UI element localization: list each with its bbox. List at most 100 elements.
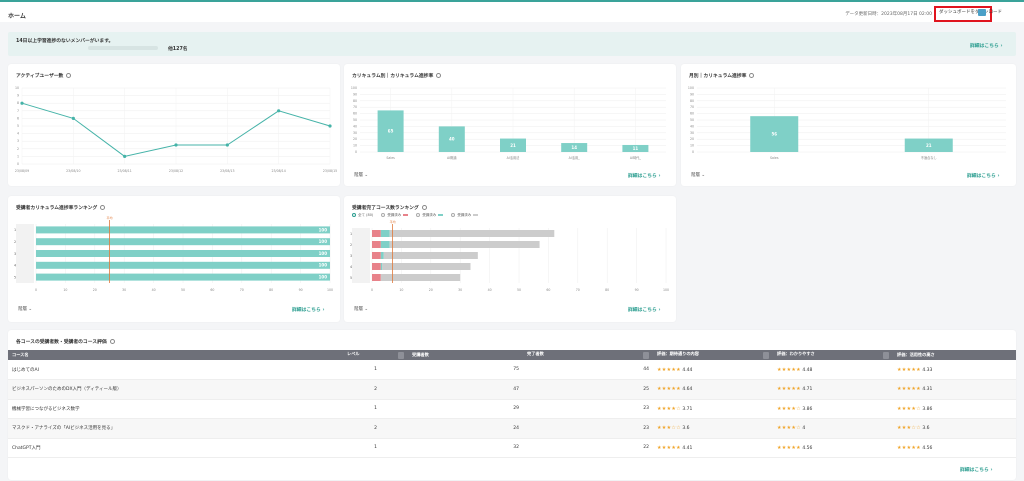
x-tick-label: 50 [517, 288, 521, 292]
bar-value-label: 100 [319, 251, 328, 256]
y-tick-label: 0 [692, 150, 694, 154]
x-tick-label: 60 [546, 288, 550, 292]
info-icon[interactable] [100, 205, 106, 210]
bar-segment [372, 274, 381, 281]
alert-detail-link[interactable]: 詳細はこちら › [970, 44, 1003, 49]
table-row[interactable]: はじめてのAI 1 75 44 ★★★★★ 4.44 ★★★★★ 4.48 ★★★★★ 4.… [8, 360, 1016, 380]
eval-clarity-cell: ★★★★☆ 4 [773, 418, 893, 439]
info-icon[interactable] [109, 339, 115, 344]
download-dashboard-button[interactable]: ダッシュボードをダウンロード [939, 10, 1002, 15]
table-row[interactable]: 機械学習につながるビジネス数学 1 29 23 ★★★★☆ 3.71 ★★★★☆ 3.86… [8, 399, 1016, 419]
bar-segment [389, 241, 540, 248]
curriculum-progress-chart: 0 10 20 30 40 50 60 70 80 90 100 65 Sales 40 AI概論 21 AI活… [351, 86, 666, 160]
page-title: ホーム [8, 13, 26, 20]
legend-item-2[interactable]: 受講済み [416, 213, 444, 218]
bar-value-label: 100 [319, 263, 328, 268]
table-row[interactable]: ビジネスパーソンのためのDX入門（ディティール版） 2 47 25 ★★★★★ 4.64… [8, 379, 1016, 400]
x-tick-label: 23/08/14 [272, 169, 286, 173]
bar [36, 226, 330, 234]
info-icon[interactable] [421, 205, 427, 210]
bar-segment [372, 241, 381, 248]
info-icon[interactable] [66, 73, 72, 78]
col-enrolled[interactable]: 受講者数 [408, 350, 523, 360]
monthly-detail-link[interactable]: 詳細はこちら › [967, 174, 1000, 179]
col-eval-usefulness[interactable]: 評価：活用性の高さ [893, 350, 1016, 360]
rank-label: 1 [14, 228, 16, 232]
curriculum-filter-dropdown[interactable]: 階層 ⌄ [354, 173, 369, 178]
course-name-cell: はじめてのAI [8, 360, 343, 380]
legend-item-1[interactable]: 受講済み [381, 213, 409, 218]
y-tick-label: 70 [690, 105, 694, 109]
star-rating-icon: ★★★★★ [777, 386, 801, 393]
course-ranking-detail-link[interactable]: 詳細はこちら › [628, 308, 661, 313]
bar-value-label: 56 [771, 132, 777, 137]
col-completed[interactable]: 完了者数 [523, 350, 653, 360]
eval-usefulness-cell: ★★★★★ 4.31 [893, 379, 1016, 400]
course-completion-ranking-card: 受講者完了コース数ランキング 全て (80) 受講済み 受講済み 受講済み 0 1… [344, 196, 676, 322]
enrolled-cell: 29 [408, 399, 523, 419]
x-tick-label: AI概論 [447, 155, 457, 160]
enrolled-cell: 47 [408, 379, 523, 400]
completed-cell: 23 [523, 418, 653, 439]
data-point [328, 124, 332, 128]
sort-icon[interactable] [763, 352, 769, 359]
sort-icon[interactable] [643, 352, 649, 359]
x-tick-label: 90 [635, 288, 639, 292]
col-eval-expected[interactable]: 評価：期待通りの内容 [653, 350, 773, 360]
ranking-filter-dropdown[interactable]: 階層 ⌄ [18, 307, 33, 312]
legend-item-3[interactable]: 受講済み [451, 213, 479, 218]
x-tick-label: 70 [576, 288, 580, 292]
course-eval-title: 各コースの受講者数・受講者のコース評価 [16, 340, 107, 345]
radio-selected-icon[interactable] [352, 213, 356, 217]
col-level[interactable]: レベル [343, 350, 408, 360]
y-tick-label: 30 [690, 131, 694, 135]
bar [750, 116, 799, 152]
completed-cell: 44 [523, 360, 653, 380]
star-rating-icon: ★★★★☆ [777, 425, 801, 432]
star-rating-icon: ★★★★★ [777, 444, 801, 451]
radio-icon[interactable] [381, 213, 386, 217]
rank-label: 2 [14, 240, 16, 244]
data-point [123, 154, 127, 158]
sort-icon[interactable] [398, 352, 404, 359]
y-tick-label: 20 [690, 137, 694, 141]
x-tick-label: 70 [240, 288, 244, 292]
completed-cell: 25 [523, 379, 653, 400]
bar [904, 138, 953, 152]
x-tick-label: 100 [327, 288, 333, 292]
radio-icon[interactable] [416, 213, 421, 217]
curriculum-detail-link[interactable]: 詳細はこちら › [628, 174, 661, 179]
member-names-redacted [88, 46, 158, 50]
alert-count: 他127名 [168, 47, 188, 52]
y-tick-label: 1 [17, 154, 19, 158]
info-icon[interactable] [436, 73, 442, 78]
download-icon[interactable] [978, 9, 986, 16]
bar [36, 238, 330, 246]
y-tick-label: 5 [17, 124, 19, 128]
x-tick-label: 23/08/09 [15, 169, 29, 173]
y-tick-label: 3 [17, 139, 19, 143]
rank-label: 3 [14, 252, 16, 256]
monthly-filter-dropdown[interactable]: 階層 ⌄ [691, 173, 706, 178]
data-point [277, 109, 281, 113]
x-tick-label: 23/08/10 [66, 169, 80, 173]
star-rating-icon: ★★★☆☆ [657, 425, 681, 432]
ranking-detail-link[interactable]: 詳細はこちら › [292, 308, 325, 313]
col-course-name[interactable]: コース名 [8, 350, 343, 360]
course-eval-detail-link[interactable]: 詳細はこちら › [960, 468, 993, 473]
table-row[interactable]: マスクド・アナライズの「AIビジネス活用を見る」 2 24 23 ★★★☆☆ 3.6 ★★… [8, 418, 1016, 439]
sort-icon[interactable] [883, 352, 889, 359]
table-row[interactable]: ChatGPT入門 1 32 22 ★★★★★ 4.41 ★★★★★ 4.56 ★★★★★ … [8, 438, 1016, 458]
col-eval-clarity[interactable]: 評価：わかりやすさ [773, 350, 893, 360]
x-tick-label: 100 [663, 288, 669, 292]
radio-icon[interactable] [451, 213, 456, 217]
x-tick-label: 30 [122, 288, 126, 292]
download-highlight [934, 6, 992, 22]
bar-segment [372, 263, 381, 270]
course-ranking-filter-dropdown[interactable]: 階層 ⌄ [354, 307, 369, 312]
info-icon[interactable] [749, 73, 755, 78]
y-tick-label: 50 [353, 118, 357, 122]
active-users-chart: 0 1 2 3 4 5 6 7 8 9 10 23/08/09 23/08/10 23/08/11 23/0… [15, 86, 337, 173]
monthly-progress-card: 月別｜カリキュラム進捗率 0 10 20 30 40 50 60 70 80 90 100 56 Sal… [681, 64, 1016, 186]
legend-item-all[interactable]: 全て (80) [352, 213, 373, 218]
